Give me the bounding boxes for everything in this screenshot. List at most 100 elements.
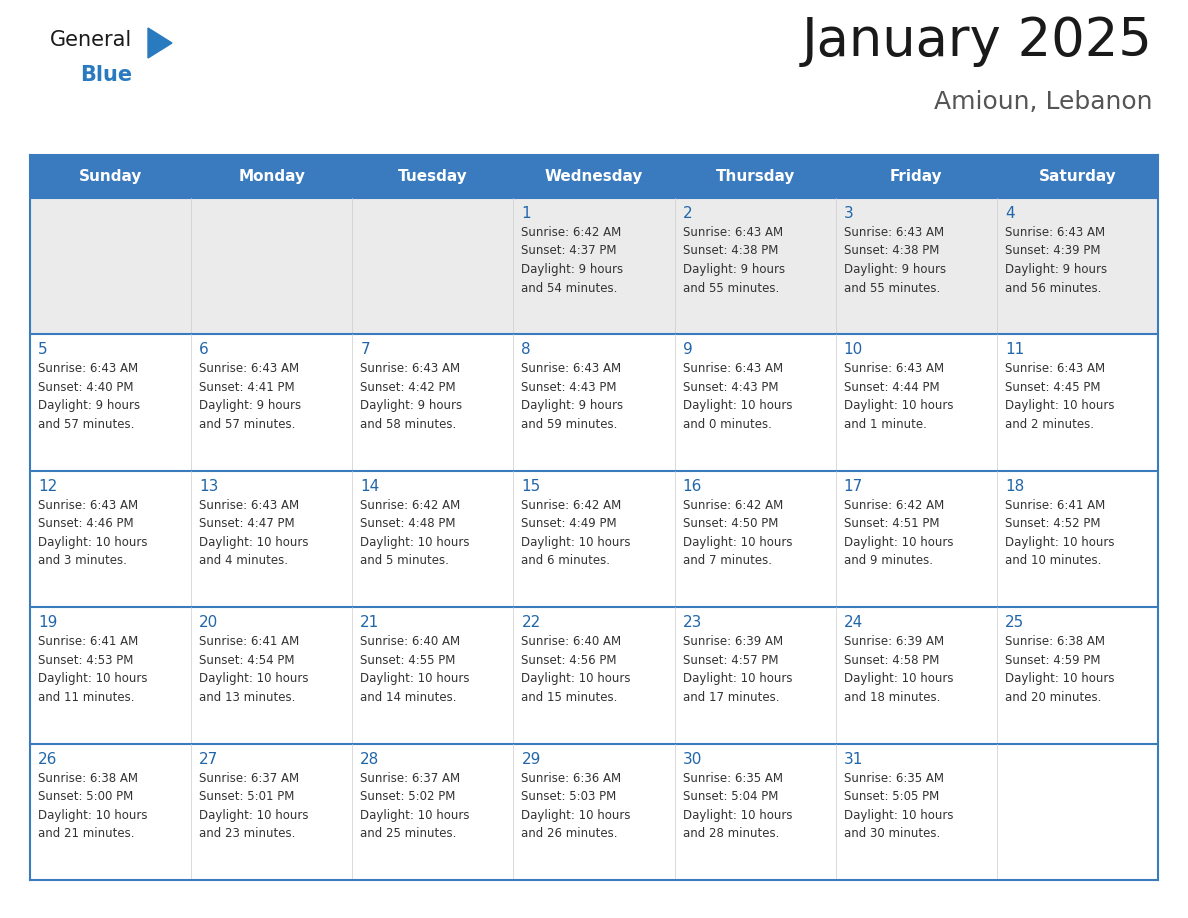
Text: 11: 11 — [1005, 342, 1024, 357]
Text: Sunrise: 6:41 AM
Sunset: 4:52 PM
Daylight: 10 hours
and 10 minutes.: Sunrise: 6:41 AM Sunset: 4:52 PM Dayligh… — [1005, 498, 1114, 567]
Bar — [675, 744, 835, 880]
Text: Sunrise: 6:40 AM
Sunset: 4:56 PM
Daylight: 10 hours
and 15 minutes.: Sunrise: 6:40 AM Sunset: 4:56 PM Dayligh… — [522, 635, 631, 704]
Bar — [353, 744, 513, 880]
Text: Sunrise: 6:42 AM
Sunset: 4:49 PM
Daylight: 10 hours
and 6 minutes.: Sunrise: 6:42 AM Sunset: 4:49 PM Dayligh… — [522, 498, 631, 567]
Text: Sunrise: 6:42 AM
Sunset: 4:48 PM
Daylight: 10 hours
and 5 minutes.: Sunrise: 6:42 AM Sunset: 4:48 PM Dayligh… — [360, 498, 469, 567]
Bar — [191, 334, 353, 471]
Bar — [997, 471, 1158, 607]
Text: 6: 6 — [200, 342, 209, 357]
Bar — [675, 198, 835, 334]
Text: 17: 17 — [843, 479, 862, 494]
Text: Sunrise: 6:43 AM
Sunset: 4:42 PM
Daylight: 9 hours
and 58 minutes.: Sunrise: 6:43 AM Sunset: 4:42 PM Dayligh… — [360, 363, 462, 431]
Text: 29: 29 — [522, 752, 541, 767]
Text: 2: 2 — [683, 206, 693, 221]
Bar — [30, 744, 191, 880]
Text: Sunrise: 6:43 AM
Sunset: 4:38 PM
Daylight: 9 hours
and 55 minutes.: Sunrise: 6:43 AM Sunset: 4:38 PM Dayligh… — [843, 226, 946, 295]
Text: Sunrise: 6:37 AM
Sunset: 5:02 PM
Daylight: 10 hours
and 25 minutes.: Sunrise: 6:37 AM Sunset: 5:02 PM Dayligh… — [360, 772, 469, 840]
Bar — [675, 471, 835, 607]
Bar — [191, 744, 353, 880]
Text: Sunrise: 6:43 AM
Sunset: 4:46 PM
Daylight: 10 hours
and 3 minutes.: Sunrise: 6:43 AM Sunset: 4:46 PM Dayligh… — [38, 498, 147, 567]
Bar — [997, 607, 1158, 744]
Text: 31: 31 — [843, 752, 864, 767]
Text: 24: 24 — [843, 615, 862, 630]
Text: Sunday: Sunday — [78, 169, 143, 184]
Bar — [675, 334, 835, 471]
Text: Sunrise: 6:41 AM
Sunset: 4:53 PM
Daylight: 10 hours
and 11 minutes.: Sunrise: 6:41 AM Sunset: 4:53 PM Dayligh… — [38, 635, 147, 704]
Text: Sunrise: 6:42 AM
Sunset: 4:50 PM
Daylight: 10 hours
and 7 minutes.: Sunrise: 6:42 AM Sunset: 4:50 PM Dayligh… — [683, 498, 792, 567]
Text: Sunrise: 6:42 AM
Sunset: 4:37 PM
Daylight: 9 hours
and 54 minutes.: Sunrise: 6:42 AM Sunset: 4:37 PM Dayligh… — [522, 226, 624, 295]
Text: 4: 4 — [1005, 206, 1015, 221]
Text: Sunrise: 6:43 AM
Sunset: 4:43 PM
Daylight: 10 hours
and 0 minutes.: Sunrise: 6:43 AM Sunset: 4:43 PM Dayligh… — [683, 363, 792, 431]
Text: 12: 12 — [38, 479, 57, 494]
Text: 30: 30 — [683, 752, 702, 767]
Text: Sunrise: 6:38 AM
Sunset: 4:59 PM
Daylight: 10 hours
and 20 minutes.: Sunrise: 6:38 AM Sunset: 4:59 PM Dayligh… — [1005, 635, 1114, 704]
Text: 18: 18 — [1005, 479, 1024, 494]
Bar — [835, 607, 997, 744]
Text: Sunrise: 6:40 AM
Sunset: 4:55 PM
Daylight: 10 hours
and 14 minutes.: Sunrise: 6:40 AM Sunset: 4:55 PM Dayligh… — [360, 635, 469, 704]
Text: 5: 5 — [38, 342, 48, 357]
Bar — [835, 334, 997, 471]
Bar — [30, 607, 191, 744]
Text: Wednesday: Wednesday — [545, 169, 643, 184]
Bar — [30, 334, 191, 471]
Text: Sunrise: 6:39 AM
Sunset: 4:57 PM
Daylight: 10 hours
and 17 minutes.: Sunrise: 6:39 AM Sunset: 4:57 PM Dayligh… — [683, 635, 792, 704]
Text: Sunrise: 6:43 AM
Sunset: 4:41 PM
Daylight: 9 hours
and 57 minutes.: Sunrise: 6:43 AM Sunset: 4:41 PM Dayligh… — [200, 363, 302, 431]
Polygon shape — [148, 28, 172, 58]
Bar — [513, 334, 675, 471]
Text: 23: 23 — [683, 615, 702, 630]
Bar — [191, 198, 353, 334]
Text: Tuesday: Tuesday — [398, 169, 468, 184]
Bar — [835, 471, 997, 607]
Text: Sunrise: 6:43 AM
Sunset: 4:47 PM
Daylight: 10 hours
and 4 minutes.: Sunrise: 6:43 AM Sunset: 4:47 PM Dayligh… — [200, 498, 309, 567]
Text: Sunrise: 6:41 AM
Sunset: 4:54 PM
Daylight: 10 hours
and 13 minutes.: Sunrise: 6:41 AM Sunset: 4:54 PM Dayligh… — [200, 635, 309, 704]
Text: Sunrise: 6:43 AM
Sunset: 4:38 PM
Daylight: 9 hours
and 55 minutes.: Sunrise: 6:43 AM Sunset: 4:38 PM Dayligh… — [683, 226, 785, 295]
Text: 1: 1 — [522, 206, 531, 221]
Text: Sunrise: 6:36 AM
Sunset: 5:03 PM
Daylight: 10 hours
and 26 minutes.: Sunrise: 6:36 AM Sunset: 5:03 PM Dayligh… — [522, 772, 631, 840]
Bar — [997, 334, 1158, 471]
Text: General: General — [50, 30, 132, 50]
Text: Friday: Friday — [890, 169, 942, 184]
Bar — [353, 607, 513, 744]
Bar — [353, 334, 513, 471]
Bar — [513, 471, 675, 607]
Text: Blue: Blue — [80, 65, 132, 85]
Text: 3: 3 — [843, 206, 853, 221]
Text: 14: 14 — [360, 479, 379, 494]
Text: Sunrise: 6:43 AM
Sunset: 4:40 PM
Daylight: 9 hours
and 57 minutes.: Sunrise: 6:43 AM Sunset: 4:40 PM Dayligh… — [38, 363, 140, 431]
Text: 10: 10 — [843, 342, 862, 357]
Bar — [513, 198, 675, 334]
Text: 8: 8 — [522, 342, 531, 357]
Bar — [30, 155, 1158, 198]
Text: 9: 9 — [683, 342, 693, 357]
Bar — [835, 744, 997, 880]
Bar — [191, 471, 353, 607]
Bar — [513, 744, 675, 880]
Text: 7: 7 — [360, 342, 369, 357]
Text: January 2025: January 2025 — [802, 15, 1154, 67]
Text: 15: 15 — [522, 479, 541, 494]
Text: 16: 16 — [683, 479, 702, 494]
Text: Sunrise: 6:35 AM
Sunset: 5:04 PM
Daylight: 10 hours
and 28 minutes.: Sunrise: 6:35 AM Sunset: 5:04 PM Dayligh… — [683, 772, 792, 840]
Text: Amioun, Lebanon: Amioun, Lebanon — [935, 90, 1154, 114]
Bar — [997, 198, 1158, 334]
Text: Sunrise: 6:42 AM
Sunset: 4:51 PM
Daylight: 10 hours
and 9 minutes.: Sunrise: 6:42 AM Sunset: 4:51 PM Dayligh… — [843, 498, 953, 567]
Text: Sunrise: 6:43 AM
Sunset: 4:44 PM
Daylight: 10 hours
and 1 minute.: Sunrise: 6:43 AM Sunset: 4:44 PM Dayligh… — [843, 363, 953, 431]
Bar — [353, 471, 513, 607]
Bar — [353, 198, 513, 334]
Text: Sunrise: 6:37 AM
Sunset: 5:01 PM
Daylight: 10 hours
and 23 minutes.: Sunrise: 6:37 AM Sunset: 5:01 PM Dayligh… — [200, 772, 309, 840]
Text: Saturday: Saturday — [1038, 169, 1117, 184]
Bar — [675, 607, 835, 744]
Text: Monday: Monday — [239, 169, 305, 184]
Bar — [997, 744, 1158, 880]
Bar — [30, 198, 191, 334]
Text: 20: 20 — [200, 615, 219, 630]
Text: 27: 27 — [200, 752, 219, 767]
Text: Sunrise: 6:43 AM
Sunset: 4:39 PM
Daylight: 9 hours
and 56 minutes.: Sunrise: 6:43 AM Sunset: 4:39 PM Dayligh… — [1005, 226, 1107, 295]
Text: Sunrise: 6:38 AM
Sunset: 5:00 PM
Daylight: 10 hours
and 21 minutes.: Sunrise: 6:38 AM Sunset: 5:00 PM Dayligh… — [38, 772, 147, 840]
Bar — [30, 471, 191, 607]
Bar — [191, 607, 353, 744]
Text: Sunrise: 6:35 AM
Sunset: 5:05 PM
Daylight: 10 hours
and 30 minutes.: Sunrise: 6:35 AM Sunset: 5:05 PM Dayligh… — [843, 772, 953, 840]
Text: Sunrise: 6:43 AM
Sunset: 4:45 PM
Daylight: 10 hours
and 2 minutes.: Sunrise: 6:43 AM Sunset: 4:45 PM Dayligh… — [1005, 363, 1114, 431]
Text: 21: 21 — [360, 615, 379, 630]
Bar — [835, 198, 997, 334]
